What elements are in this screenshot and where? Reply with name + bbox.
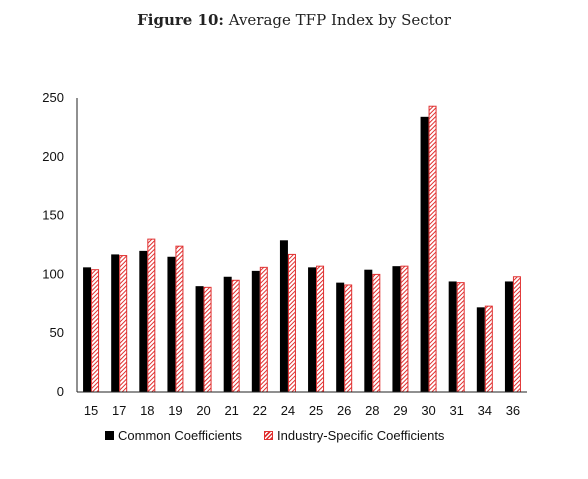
legend: Common Coefficients Industry-Specific Co…: [105, 426, 466, 444]
bar-common-22: [251, 270, 260, 392]
bar-industry-36: [512, 276, 521, 393]
bar-industry-25: [316, 265, 325, 393]
x-axis: 15 17 18 19 20 21 22 24 25 26 28 29 30 31 34 36: [77, 391, 527, 418]
legend-swatch-industry: [264, 430, 274, 440]
y-tick-label: 250: [42, 90, 64, 105]
x-tick-label: 17: [112, 403, 126, 418]
y-tick-label: 200: [42, 149, 64, 164]
legend-label-common: Common Coefficients: [118, 427, 243, 443]
bar-common-18: [139, 250, 148, 392]
bar-industry-22: [259, 266, 268, 393]
bar-common-20: [195, 286, 204, 392]
y-tick-label: 50: [50, 325, 64, 340]
bar-common-29: [392, 266, 401, 392]
x-tick-label: 19: [168, 403, 182, 418]
y-tick-label: 100: [42, 266, 64, 281]
x-tick-label: 15: [84, 403, 98, 418]
bar-industry-31: [456, 282, 465, 393]
x-tick-label: 30: [421, 403, 435, 418]
y-axis: 0 50 100 150 200 250: [42, 90, 78, 399]
bar-common-24: [279, 240, 288, 392]
x-tick-label: 18: [140, 403, 154, 418]
x-tick-label: 29: [393, 403, 407, 418]
chart-title: Figure 10: Average TFP Index by Sector: [0, 11, 588, 29]
bar-industry-21: [231, 279, 240, 393]
bars: [83, 105, 521, 393]
bar-industry-18: [147, 238, 156, 393]
x-tick-label: 20: [196, 403, 210, 418]
bar-industry-34: [484, 305, 493, 393]
bar-industry-29: [400, 265, 409, 393]
x-tick-label: 31: [449, 403, 463, 418]
bar-common-30: [420, 116, 429, 392]
y-tick-label: 150: [42, 208, 64, 223]
x-tick-label: 25: [309, 403, 323, 418]
x-tick-label: 36: [506, 403, 520, 418]
x-tick-label: 34: [478, 403, 492, 418]
bar-industry-15: [91, 269, 100, 393]
figure-caption: Average TFP Index by Sector: [228, 11, 451, 29]
bar-common-28: [364, 269, 373, 392]
legend-item-common: Common Coefficients: [105, 428, 242, 443]
bar-common-15: [83, 267, 92, 392]
bar-industry-19: [175, 245, 184, 393]
bar-common-21: [223, 276, 232, 392]
bar-industry-17: [119, 255, 128, 393]
bar-industry-26: [344, 284, 353, 393]
bar-common-26: [336, 282, 345, 392]
y-tick-label: 0: [57, 384, 64, 399]
bar-industry-28: [372, 273, 381, 393]
bar-common-31: [448, 281, 457, 392]
bar-common-17: [111, 254, 120, 392]
bar-common-34: [476, 307, 485, 392]
bar-common-19: [167, 256, 176, 392]
legend-swatch-common: [105, 430, 114, 440]
x-tick-label: 21: [224, 403, 238, 418]
figure-label: Figure 10:: [137, 11, 224, 29]
bar-common-25: [308, 267, 317, 392]
x-tick-label: 28: [365, 403, 379, 418]
bar-industry-20: [203, 286, 212, 393]
x-tick-label: 22: [253, 403, 267, 418]
bar-industry-30: [428, 105, 437, 393]
bar-common-36: [504, 281, 513, 392]
x-tick-label: 24: [281, 403, 295, 418]
x-tick-label: 26: [337, 403, 351, 418]
legend-label-industry: Industry-Specific Coefficients: [277, 427, 445, 443]
legend-item-industry: Industry-Specific Coefficients: [264, 428, 444, 443]
bar-industry-24: [287, 253, 296, 393]
